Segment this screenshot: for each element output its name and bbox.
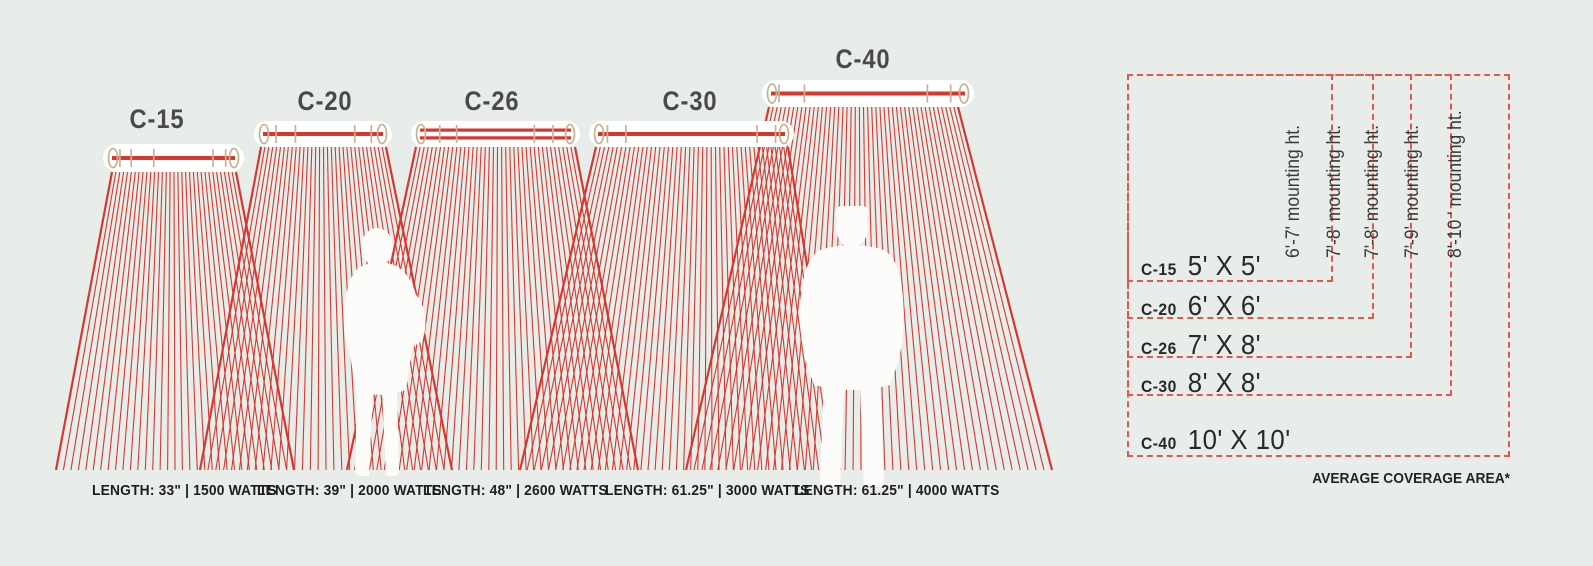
heater-fixture-c-40 — [762, 80, 974, 107]
heater-model-heading: C-40 — [835, 44, 891, 74]
mounting-height-label: 7'-8' mounting ht. — [1362, 125, 1383, 258]
coverage-row-model: C-26 — [1141, 339, 1177, 358]
heater-model-heading: C-15 — [129, 104, 185, 134]
heater-length-watts-label: LENGTH: 48" | 2600 WATTS — [423, 482, 608, 499]
coverage-row-c20: C-20 6' X 6' — [1141, 290, 1261, 322]
mounting-height-label: 7'-9' mounting ht. — [1402, 125, 1423, 258]
heater-fixture-c-30 — [589, 121, 794, 147]
coverage-row-model: C-30 — [1141, 377, 1177, 396]
heater-length-watts-label: LENGTH: 61.25" | 4000 WATTS — [795, 482, 1000, 499]
heater-fixture-c-15 — [103, 144, 244, 172]
average-coverage-note: AVERAGE COVERAGE AREA* — [1312, 470, 1510, 487]
heater-fixture-c-20 — [254, 121, 392, 147]
beam-fan-c-15 — [54, 171, 296, 471]
coverage-box-c15 — [1127, 74, 1333, 282]
beam-fans — [54, 106, 1054, 471]
mounting-height-label: 8'-10 ' mounting ht. — [1445, 110, 1466, 259]
scale-silhouettes — [343, 206, 904, 487]
heater-length-watts-label: LENGTH: 61.25" | 3000 WATTS — [605, 482, 810, 499]
coverage-row-c40: C-40 10' X 10' — [1141, 424, 1291, 456]
coverage-row-area: 8' X 8' — [1187, 367, 1262, 398]
beam-fan-c-30 — [518, 146, 842, 471]
coverage-row-c30: C-30 8' X 8' — [1141, 367, 1261, 399]
coverage-row-model: C-20 — [1141, 300, 1177, 319]
mounting-height-label: 6'-7' mounting ht. — [1283, 125, 1304, 258]
heater-length-watts-label: LENGTH: 39" | 2000 WATTS — [257, 482, 442, 499]
person-silhouette-male — [800, 206, 904, 487]
coverage-row-model: C-40 — [1141, 434, 1177, 453]
coverage-row-area: 5' X 5' — [1187, 250, 1262, 281]
mounting-height-label: 7'-8' mounting ht. — [1324, 125, 1345, 258]
beam-fan-c-20 — [198, 146, 454, 471]
heater-model-heading: C-30 — [662, 86, 718, 116]
heater-model-heading: C-20 — [297, 86, 353, 116]
beam-fan-c-26 — [345, 146, 640, 471]
heater-fixture-c-26 — [411, 121, 580, 147]
beam-diagram-canvas — [54, 80, 1054, 487]
coverage-row-c15: C-15 5' X 5' — [1141, 250, 1261, 282]
coverage-row-c26: C-26 7' X 8' — [1141, 329, 1261, 361]
heater-length-watts-label: LENGTH: 33" | 1500 WATTS — [92, 482, 277, 499]
coverage-row-area: 6' X 6' — [1187, 290, 1262, 321]
heater-model-heading: C-26 — [464, 86, 520, 116]
heater-fixtures — [103, 80, 974, 172]
coverage-row-model: C-15 — [1141, 260, 1177, 279]
coverage-row-area: 10' X 10' — [1187, 424, 1291, 455]
person-silhouette-female — [343, 228, 426, 476]
coverage-row-area: 7' X 8' — [1187, 329, 1262, 360]
